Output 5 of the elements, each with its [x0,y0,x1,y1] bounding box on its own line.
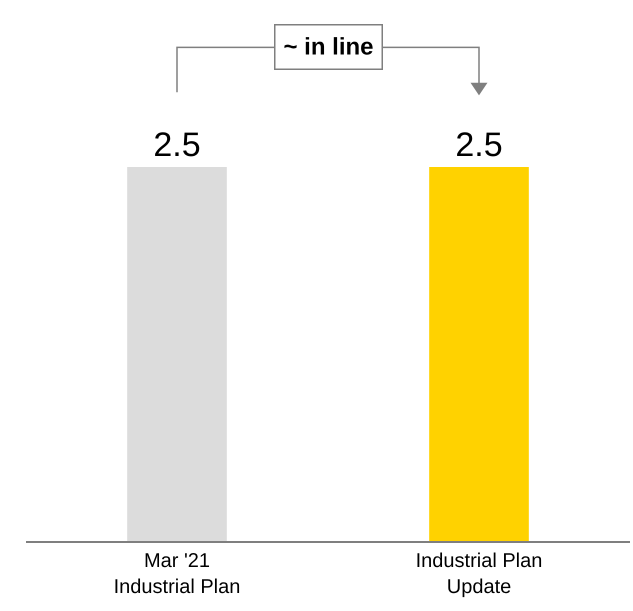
text: ~ in line [284,34,374,60]
x-tick-label: Mar '21 Industrial Plan [114,550,240,598]
data-label: 2.5 [455,126,503,164]
data-label: 2.5 [153,126,201,164]
x-tick-label: Industrial Plan Update [416,550,542,598]
